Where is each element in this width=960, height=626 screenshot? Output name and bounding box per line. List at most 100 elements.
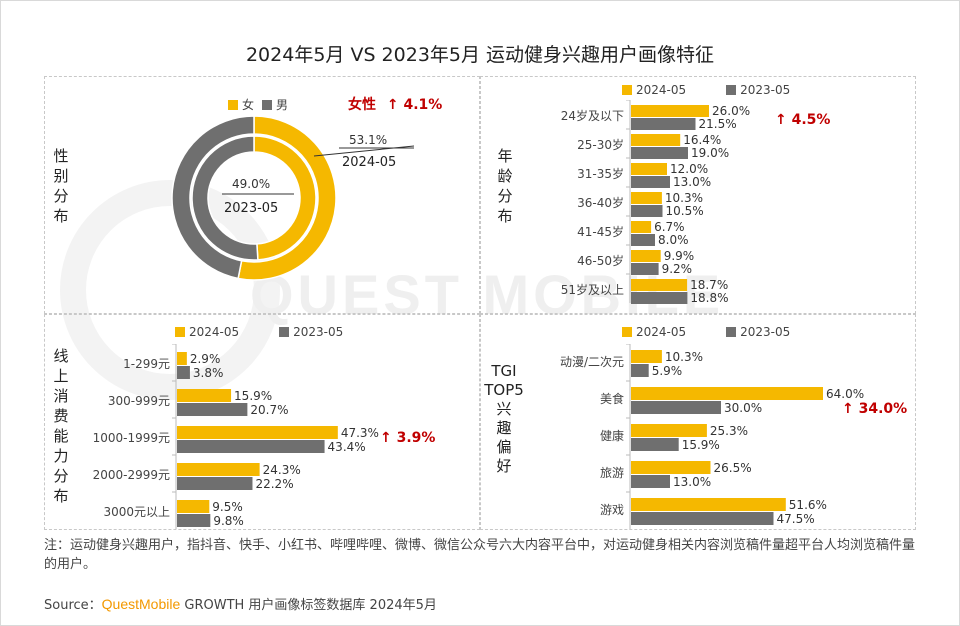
bar-2024 [631,498,786,511]
bar-2024 [631,105,709,117]
panel-tgi [480,314,916,530]
data-label: 8.0% [658,233,689,247]
source-line: Source：QuestMobile GROWTH 用户画像标签数据库 2024… [44,594,437,613]
data-label: 18.8% [690,291,728,305]
tgi-bar-chart: 动漫/二次元 10.3%5.9% 美食 64.0% 30.0% 健康 25.3%15.9% 旅… [560,344,864,529]
bar-2023 [631,512,774,525]
category-label: 31-35岁 [577,166,624,181]
data-label: 25.3% [710,424,748,438]
category-label: 51岁及以上 [561,282,624,297]
legend-swatch-female [228,99,238,110]
gender-panel-label: 性别分布 [52,146,70,226]
data-label: 13.0% [673,475,711,489]
bar-2024 [631,387,823,400]
tgi-label-line: 趣 [496,419,512,437]
category-label: 36-40岁 [577,195,624,210]
category-label: 游戏 [600,503,624,517]
bar-2024 [631,250,661,262]
footnote: 注：运动健身兴趣用户，指抖音、快手、小红书、哔哩哔哩、微博、微信公众号六大内容平… [44,538,916,572]
gender-inner-value: 49.0% [232,177,270,191]
data-label: 10.3% [665,350,703,364]
data-label: 24.3% [263,463,301,477]
legend-swatch-male [262,99,273,110]
panel-age [480,76,916,314]
legend-swatch-2024 [622,85,632,95]
category-label: 1-299元 [123,357,170,371]
bar-2023 [177,366,190,379]
bar-2024 [631,279,688,291]
page-title: 2024年5月 VS 2023年5月 运动健身兴趣用户画像特征 [245,44,715,66]
spending-highlight: ↑ 3.9% [380,430,436,446]
tgi-label-line: 好 [496,457,512,475]
bar-2024 [631,461,711,474]
gender-outer-value: 53.1% [349,133,387,147]
data-label: 16.4% [683,133,721,147]
category-label: 1000-1999元 [93,431,170,445]
data-label: 15.9% [234,389,272,403]
data-label: 15.9% [682,438,720,452]
spending-legend: 2024-05 2023-05 [175,325,343,339]
source-brand: QuestMobile [101,596,181,612]
bar-2023 [631,176,670,188]
data-label: 43.4% [328,440,366,454]
gender-legend: 女 男 [228,96,288,113]
bar-2024 [631,350,662,363]
data-label: 47.5% [777,512,815,526]
bar-2024 [177,426,338,439]
tgi-label-line: 兴 [496,400,512,418]
data-label: 21.5% [699,117,737,131]
legend-2024-label: 2024-05 [189,325,240,339]
spending-bar-chart: 1-299元 2.9%3.8% 300-999元 15.9%20.7% 1000-199… [93,344,379,529]
legend-2023-label: 2023-05 [740,325,791,339]
gender-highlight-text: 女性 [348,97,376,113]
legend-2023-label: 2023-05 [293,325,344,339]
bar-2024 [631,221,652,233]
age-label-text: 年龄分布 [497,147,513,225]
bar-2023 [177,477,253,490]
gender-inner-period: 2023-05 [224,201,278,216]
tgi-label-line: TGI [491,362,517,380]
data-label: 26.5% [714,461,752,475]
category-label: 旅游 [600,466,624,480]
legend-swatch-2023 [726,85,737,95]
bar-2024 [177,352,187,365]
data-label: 9.5% [212,500,243,514]
data-label: 22.2% [255,477,293,491]
data-label: 5.9% [652,364,683,378]
tgi-highlight: ↑ 34.0% [842,401,908,417]
data-label: 9.2% [662,262,693,276]
data-label: 2.9% [190,352,221,366]
data-label: 30.0% [724,401,762,415]
gender-outer-period: 2024-05 [342,155,396,170]
data-label: 64.0% [826,387,864,401]
legend-2024-label: 2024-05 [636,325,687,339]
donut-slice-male [171,115,255,280]
data-label: 10.3% [665,191,703,205]
category-label: 300-999元 [108,394,170,408]
bar-2024 [631,134,681,146]
legend-2024-label: 2024-05 [636,83,687,97]
data-label: 9.9% [664,249,695,263]
category-label: 美食 [600,391,624,406]
tgi-legend: 2024-05 2023-05 [622,325,790,339]
spending-panel-label: 线上消费能力分布 [52,346,70,506]
source-rest: GROWTH 用户画像标签数据库 2024年5月 [180,598,437,613]
bar-2023 [631,364,649,377]
category-label: 健康 [600,428,624,443]
data-label: 19.0% [691,146,729,160]
bar-2024 [177,500,210,513]
legend-swatch-2024 [175,327,185,337]
bar-2024 [631,163,667,175]
bar-2023 [631,205,663,217]
tgi-label-line: 偏 [496,438,512,456]
tgi-panel-label: TGI TOP5 兴 趣 偏 好 [484,362,524,476]
category-label: 24岁及以下 [561,108,624,123]
bar-2023 [631,234,655,246]
age-highlight: ↑ 4.5% [775,112,831,128]
data-label: 3.8% [193,366,224,380]
data-label: 47.3% [341,426,379,440]
gender-highlight-value: ↑ 4.1% [386,97,443,113]
data-label: 12.0% [670,162,708,176]
source-prefix: Source： [44,598,102,613]
tgi-label-line: TOP5 [484,381,524,399]
